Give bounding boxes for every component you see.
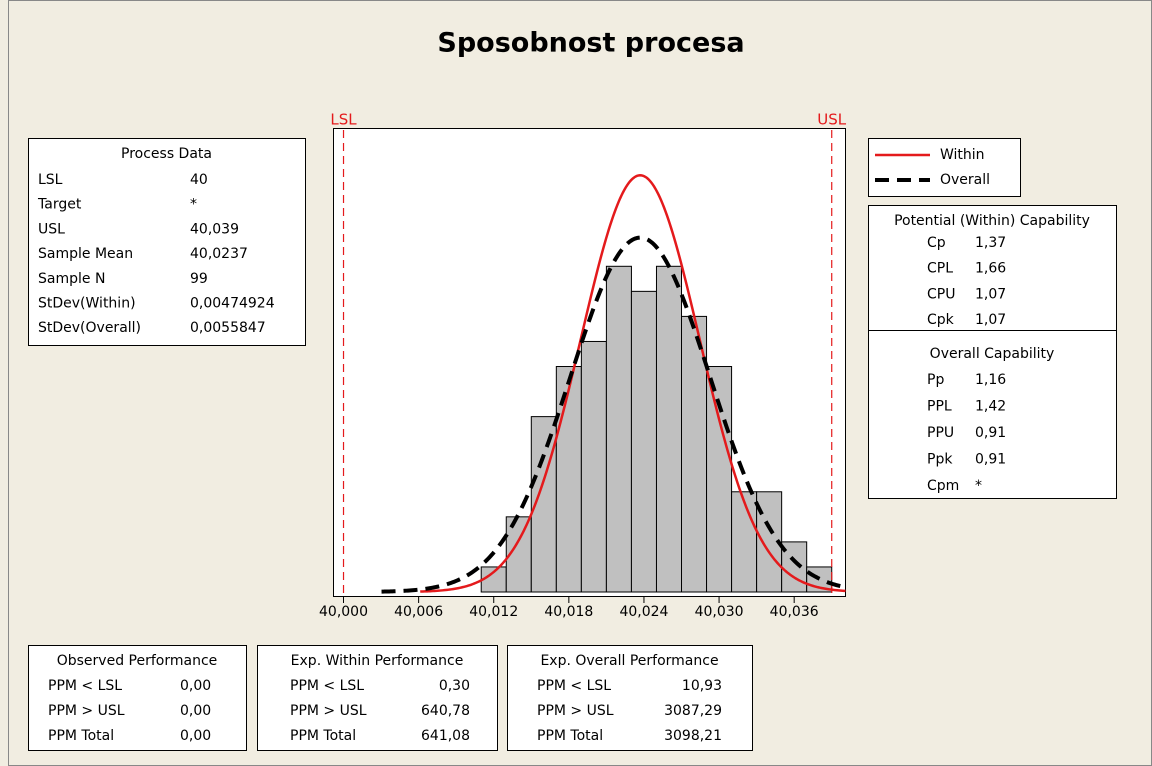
table-cell: CPU — [927, 286, 955, 302]
table-cell: StDev(Within) — [38, 296, 136, 312]
table-cell: Cpk — [927, 312, 955, 328]
table-title: Exp. Overall Performance — [540, 653, 718, 669]
table-cell: PPM > USL — [290, 703, 367, 719]
table-cell: 1,07 — [975, 312, 1006, 328]
table-cell: 0,00474924 — [190, 296, 275, 312]
spec-label: USL — [817, 111, 847, 129]
bar — [655, 265, 683, 593]
legend-box — [868, 138, 1021, 197]
table-title: Potential (Within) Capability — [894, 213, 1090, 229]
table-cell: Sample Mean — [38, 246, 133, 262]
table-box — [868, 330, 1117, 499]
table-cell: 3098,21 — [664, 728, 722, 744]
table-cell: PPM Total — [537, 728, 603, 744]
table-cell: 1,37 — [975, 235, 1006, 251]
table-cell: PPM Total — [290, 728, 356, 744]
table-cell: PPU — [927, 425, 954, 441]
table-cell: 3087,29 — [664, 703, 722, 719]
bar — [555, 366, 582, 593]
table-cell: 40 — [190, 172, 208, 188]
bar — [580, 340, 607, 593]
bar — [630, 290, 657, 593]
x-tick-label: 40,018 — [544, 604, 593, 620]
bar — [731, 491, 758, 593]
table-cell: 40,0237 — [190, 246, 248, 262]
table-cell: Cpm — [927, 478, 959, 494]
table-title: Overall Capability — [930, 346, 1055, 362]
legend-label: Overall — [940, 172, 990, 188]
table-cell: USL — [38, 221, 65, 237]
table-cell: * — [975, 478, 982, 494]
table-cell: 640,78 — [421, 703, 470, 719]
table-cell: 0,00 — [180, 678, 211, 694]
table-cell: PPM < LSL — [48, 678, 122, 694]
table-cell: PPL — [927, 399, 952, 415]
table-cell: 40,039 — [190, 221, 239, 237]
table-title: Process Data — [121, 146, 212, 162]
spec-label: LSL — [330, 111, 357, 129]
table-cell: 0,00 — [180, 703, 211, 719]
bar — [681, 315, 708, 593]
table-cell: Ppk — [927, 452, 953, 468]
table-title: Exp. Within Performance — [291, 653, 464, 669]
table-box — [28, 138, 306, 346]
table-cell: 1,42 — [975, 399, 1006, 415]
x-tick-label: 40,006 — [394, 604, 443, 620]
table-cell: * — [190, 197, 197, 213]
table-cell: PPM < LSL — [290, 678, 364, 694]
table-title: Observed Performance — [57, 653, 218, 669]
table-cell: 1,66 — [975, 261, 1006, 277]
fit-curve — [381, 235, 846, 594]
table-cell: StDev(Overall) — [38, 320, 141, 336]
table-box — [257, 645, 498, 751]
bar — [605, 265, 632, 593]
table-cell: 10,93 — [682, 678, 722, 694]
fit-curve — [420, 174, 846, 593]
table-cell: 0,91 — [975, 425, 1006, 441]
table-box — [868, 205, 1117, 331]
x-tick-label: 40,024 — [619, 604, 668, 620]
chart-title: Sposobnost procesa — [437, 28, 744, 59]
table-cell: 0,91 — [975, 452, 1006, 468]
x-tick-label: 40,030 — [695, 604, 744, 620]
table-cell: CPL — [927, 261, 953, 277]
table-box — [507, 645, 753, 751]
x-tick-label: 40,036 — [770, 604, 819, 620]
legend-label: Within — [940, 147, 985, 163]
table-cell: PPM < LSL — [537, 678, 611, 694]
table-cell: PPM > USL — [537, 703, 614, 719]
table-cell: PPM > USL — [48, 703, 125, 719]
table-cell: Cp — [927, 235, 946, 251]
table-cell: 0,00 — [180, 728, 211, 744]
table-cell: Sample N — [38, 271, 105, 287]
table-cell: PPM Total — [48, 728, 114, 744]
table-cell: 641,08 — [421, 728, 470, 744]
table-cell: 1,07 — [975, 286, 1006, 302]
table-cell: 0,0055847 — [190, 320, 266, 336]
table-cell: 1,16 — [975, 372, 1006, 388]
table-cell: 0,30 — [439, 678, 470, 694]
x-tick-label: 40,012 — [469, 604, 518, 620]
table-box — [28, 645, 247, 751]
x-tick-label: 40,000 — [319, 604, 368, 620]
table-cell: Pp — [927, 372, 944, 388]
table-cell: Target — [37, 197, 82, 213]
table-cell: 99 — [190, 271, 208, 287]
table-cell: LSL — [38, 172, 63, 188]
